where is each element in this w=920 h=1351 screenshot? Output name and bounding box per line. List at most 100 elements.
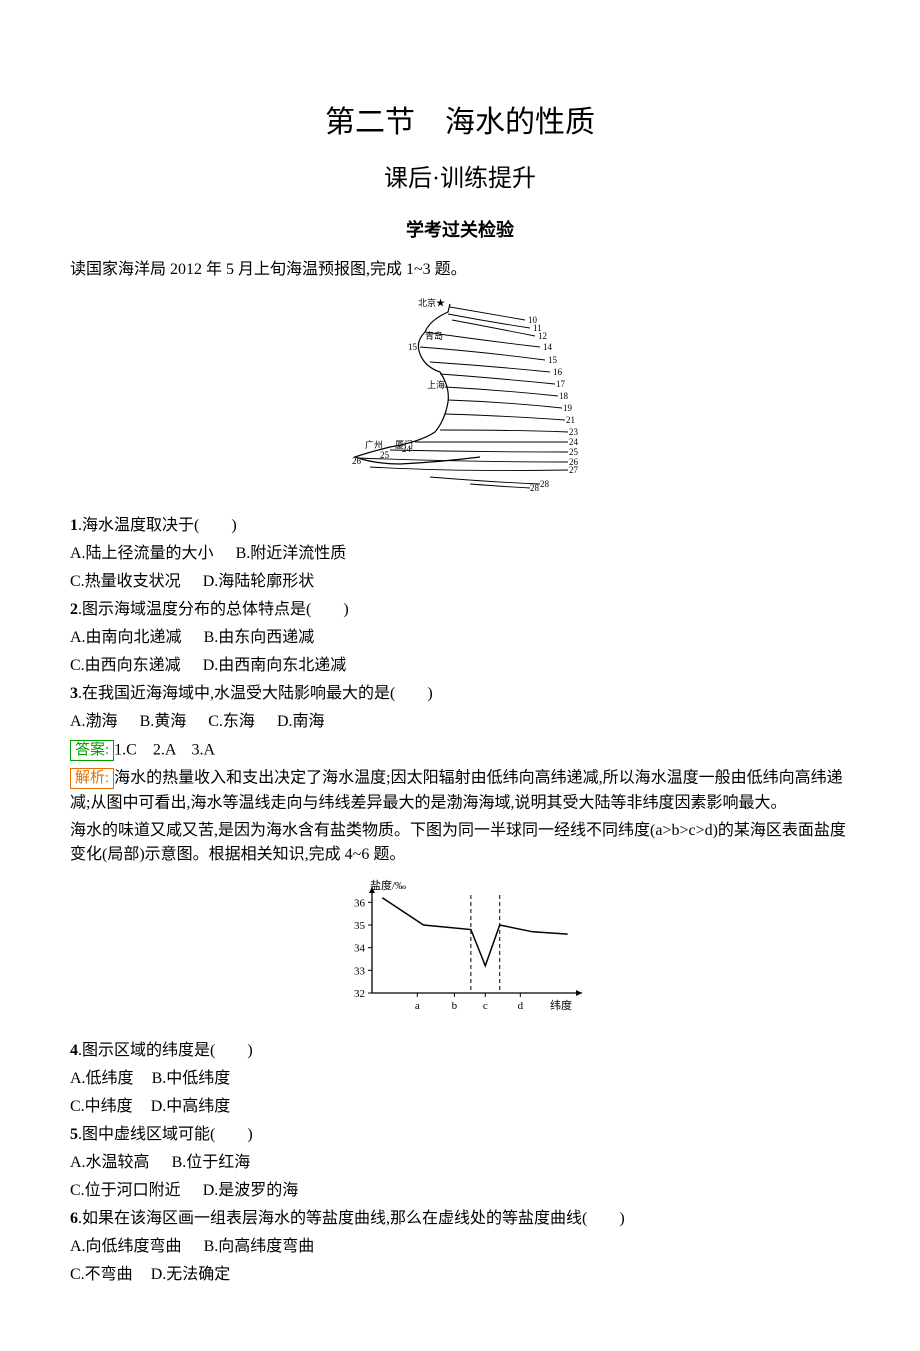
analysis-text-1: 海水的热量收入和支出决定了海水温度;因太阳辐射由低纬向高纬递减,所以海水温度一般… bbox=[70, 770, 843, 811]
salinity-line-svg: 3233343536盐度/‰纬度abcd bbox=[330, 877, 590, 1017]
answer-text-1: 1.C 2.A 3.A bbox=[114, 741, 215, 758]
q6-stem: .如果在该海区画一组表层海水的等盐度曲线,那么在虚线处的等盐度曲线( ) bbox=[78, 1210, 625, 1227]
q4-num: 4 bbox=[70, 1042, 78, 1059]
intro-text-2: 海水的味道又咸又苦,是因为海水含有盐类物质。下图为同一半球同一经线不同纬度(a>… bbox=[70, 819, 850, 867]
q5-opts-row1: A.水温较高 B.位于红海 bbox=[70, 1151, 850, 1175]
svg-text:纬度: 纬度 bbox=[550, 998, 572, 1012]
q5-num: 5 bbox=[70, 1126, 78, 1143]
q4-opt-b: B.中低纬度 bbox=[152, 1070, 231, 1087]
q1-num: 1 bbox=[70, 517, 78, 534]
answer-block-1: 答案:1.C 2.A 3.A bbox=[70, 738, 850, 762]
q2-opt-d: D.由西南向东北递减 bbox=[203, 657, 347, 674]
svg-text:b: b bbox=[452, 1000, 458, 1012]
svg-text:上海: 上海 bbox=[427, 379, 445, 390]
svg-text:28: 28 bbox=[530, 483, 540, 492]
q1-opt-a: A.陆上径流量的大小 bbox=[70, 545, 214, 562]
svg-text:青岛: 青岛 bbox=[425, 330, 443, 341]
section-heading: 学考过关检验 bbox=[70, 217, 850, 244]
question-3: 3.在我国近海海域中,水温受大陆影响最大的是( ) bbox=[70, 682, 850, 706]
q6-opt-b: B.向高纬度弯曲 bbox=[204, 1238, 315, 1255]
q2-opt-c: C.由西向东递减 bbox=[70, 657, 181, 674]
figure-2-wrap: 3233343536盐度/‰纬度abcd bbox=[70, 873, 850, 1029]
svg-text:北京★: 北京★ bbox=[418, 297, 445, 308]
figure-2: 3233343536盐度/‰纬度abcd bbox=[326, 873, 594, 1029]
q4-opts-row1: A.低纬度 B.中低纬度 bbox=[70, 1067, 850, 1091]
q1-opt-c: C.热量收支状况 bbox=[70, 573, 181, 590]
svg-text:19: 19 bbox=[563, 403, 573, 413]
q1-opts-row1: A.陆上径流量的大小 B.附近洋流性质 bbox=[70, 542, 850, 566]
svg-text:d: d bbox=[518, 1000, 524, 1012]
q2-num: 2 bbox=[70, 601, 78, 618]
svg-text:24: 24 bbox=[402, 444, 412, 454]
analysis-block-1: 解析:海水的热量收入和支出决定了海水温度;因太阳辐射由低纬向高纬递减,所以海水温… bbox=[70, 766, 850, 815]
q5-opt-b: B.位于红海 bbox=[172, 1154, 251, 1171]
q5-opt-d: D.是波罗的海 bbox=[203, 1182, 299, 1199]
q2-opt-a: A.由南向北递减 bbox=[70, 629, 182, 646]
svg-text:c: c bbox=[483, 1000, 488, 1012]
svg-text:21: 21 bbox=[566, 415, 575, 425]
svg-text:12: 12 bbox=[538, 331, 547, 341]
svg-text:25: 25 bbox=[380, 450, 390, 460]
q6-opt-d: D.无法确定 bbox=[151, 1266, 231, 1283]
q6-opt-c: C.不弯曲 bbox=[70, 1266, 133, 1283]
q4-opt-d: D.中高纬度 bbox=[151, 1098, 231, 1115]
svg-text:26: 26 bbox=[352, 456, 362, 466]
q3-stem: .在我国近海海域中,水温受大陆影响最大的是( ) bbox=[78, 685, 433, 702]
q1-opt-b: B.附近洋流性质 bbox=[236, 545, 347, 562]
q2-stem: .图示海域温度分布的总体特点是( ) bbox=[78, 601, 349, 618]
page-subtitle: 课后·训练提升 bbox=[70, 161, 850, 197]
svg-text:广州: 广州 bbox=[365, 439, 383, 450]
q3-opt-a: A.渤海 bbox=[70, 713, 118, 730]
question-6: 6.如果在该海区画一组表层海水的等盐度曲线,那么在虚线处的等盐度曲线( ) bbox=[70, 1207, 850, 1231]
q4-opts-row2: C.中纬度 D.中高纬度 bbox=[70, 1095, 850, 1119]
q4-opt-a: A.低纬度 bbox=[70, 1070, 134, 1087]
svg-text:15: 15 bbox=[408, 342, 418, 352]
q3-opt-b: B.黄海 bbox=[140, 713, 187, 730]
svg-text:15: 15 bbox=[548, 355, 558, 365]
q1-stem: .海水温度取决于( ) bbox=[78, 517, 237, 534]
q3-opt-d: D.南海 bbox=[277, 713, 325, 730]
svg-text:28: 28 bbox=[540, 479, 550, 489]
q2-opts-row2: C.由西向东递减 D.由西南向东北递减 bbox=[70, 654, 850, 678]
q5-opt-c: C.位于河口附近 bbox=[70, 1182, 181, 1199]
svg-text:14: 14 bbox=[543, 342, 553, 352]
svg-text:16: 16 bbox=[553, 367, 563, 377]
q6-opts-row1: A.向低纬度弯曲 B.向高纬度弯曲 bbox=[70, 1235, 850, 1259]
svg-text:36: 36 bbox=[354, 897, 366, 909]
q5-opts-row2: C.位于河口附近 D.是波罗的海 bbox=[70, 1179, 850, 1203]
svg-text:27: 27 bbox=[569, 465, 579, 475]
q1-opts-row2: C.热量收支状况 D.海陆轮廓形状 bbox=[70, 570, 850, 594]
svg-text:盐度/‰: 盐度/‰ bbox=[370, 878, 406, 892]
answer-label-box: 答案: bbox=[70, 740, 114, 762]
q6-num: 6 bbox=[70, 1210, 78, 1227]
analysis-label-box: 解析: bbox=[70, 768, 114, 790]
q5-stem: .图中虚线区域可能( ) bbox=[78, 1126, 253, 1143]
q3-opts-row1: A.渤海 B.黄海 C.东海 D.南海 bbox=[70, 710, 850, 734]
page-title: 第二节 海水的性质 bbox=[70, 100, 850, 145]
svg-text:18: 18 bbox=[559, 391, 569, 401]
svg-text:a: a bbox=[415, 1000, 420, 1012]
svg-text:25: 25 bbox=[569, 447, 579, 457]
q3-opt-c: C.东海 bbox=[208, 713, 255, 730]
figure-1-wrap: 1011121415161718192123242526272828北京★青岛上… bbox=[70, 288, 850, 504]
svg-text:24: 24 bbox=[569, 437, 579, 447]
q2-opt-b: B.由东向西递减 bbox=[204, 629, 315, 646]
question-1: 1.海水温度取决于( ) bbox=[70, 514, 850, 538]
svg-text:34: 34 bbox=[354, 943, 366, 955]
q6-opts-row2: C.不弯曲 D.无法确定 bbox=[70, 1263, 850, 1287]
svg-text:17: 17 bbox=[556, 379, 566, 389]
intro-text-1: 读国家海洋局 2012 年 5 月上旬海温预报图,完成 1~3 题。 bbox=[70, 258, 850, 282]
q5-opt-a: A.水温较高 bbox=[70, 1154, 150, 1171]
q4-opt-c: C.中纬度 bbox=[70, 1098, 133, 1115]
svg-text:32: 32 bbox=[354, 988, 365, 1000]
q4-stem: .图示区域的纬度是( ) bbox=[78, 1042, 253, 1059]
isotherm-map-svg: 1011121415161718192123242526272828北京★青岛上… bbox=[330, 292, 590, 492]
question-5: 5.图中虚线区域可能( ) bbox=[70, 1123, 850, 1147]
q3-num: 3 bbox=[70, 685, 78, 702]
figure-1: 1011121415161718192123242526272828北京★青岛上… bbox=[326, 288, 594, 504]
question-4: 4.图示区域的纬度是( ) bbox=[70, 1039, 850, 1063]
q2-opts-row1: A.由南向北递减 B.由东向西递减 bbox=[70, 626, 850, 650]
svg-text:23: 23 bbox=[569, 427, 579, 437]
q6-opt-a: A.向低纬度弯曲 bbox=[70, 1238, 182, 1255]
q1-opt-d: D.海陆轮廓形状 bbox=[203, 573, 315, 590]
